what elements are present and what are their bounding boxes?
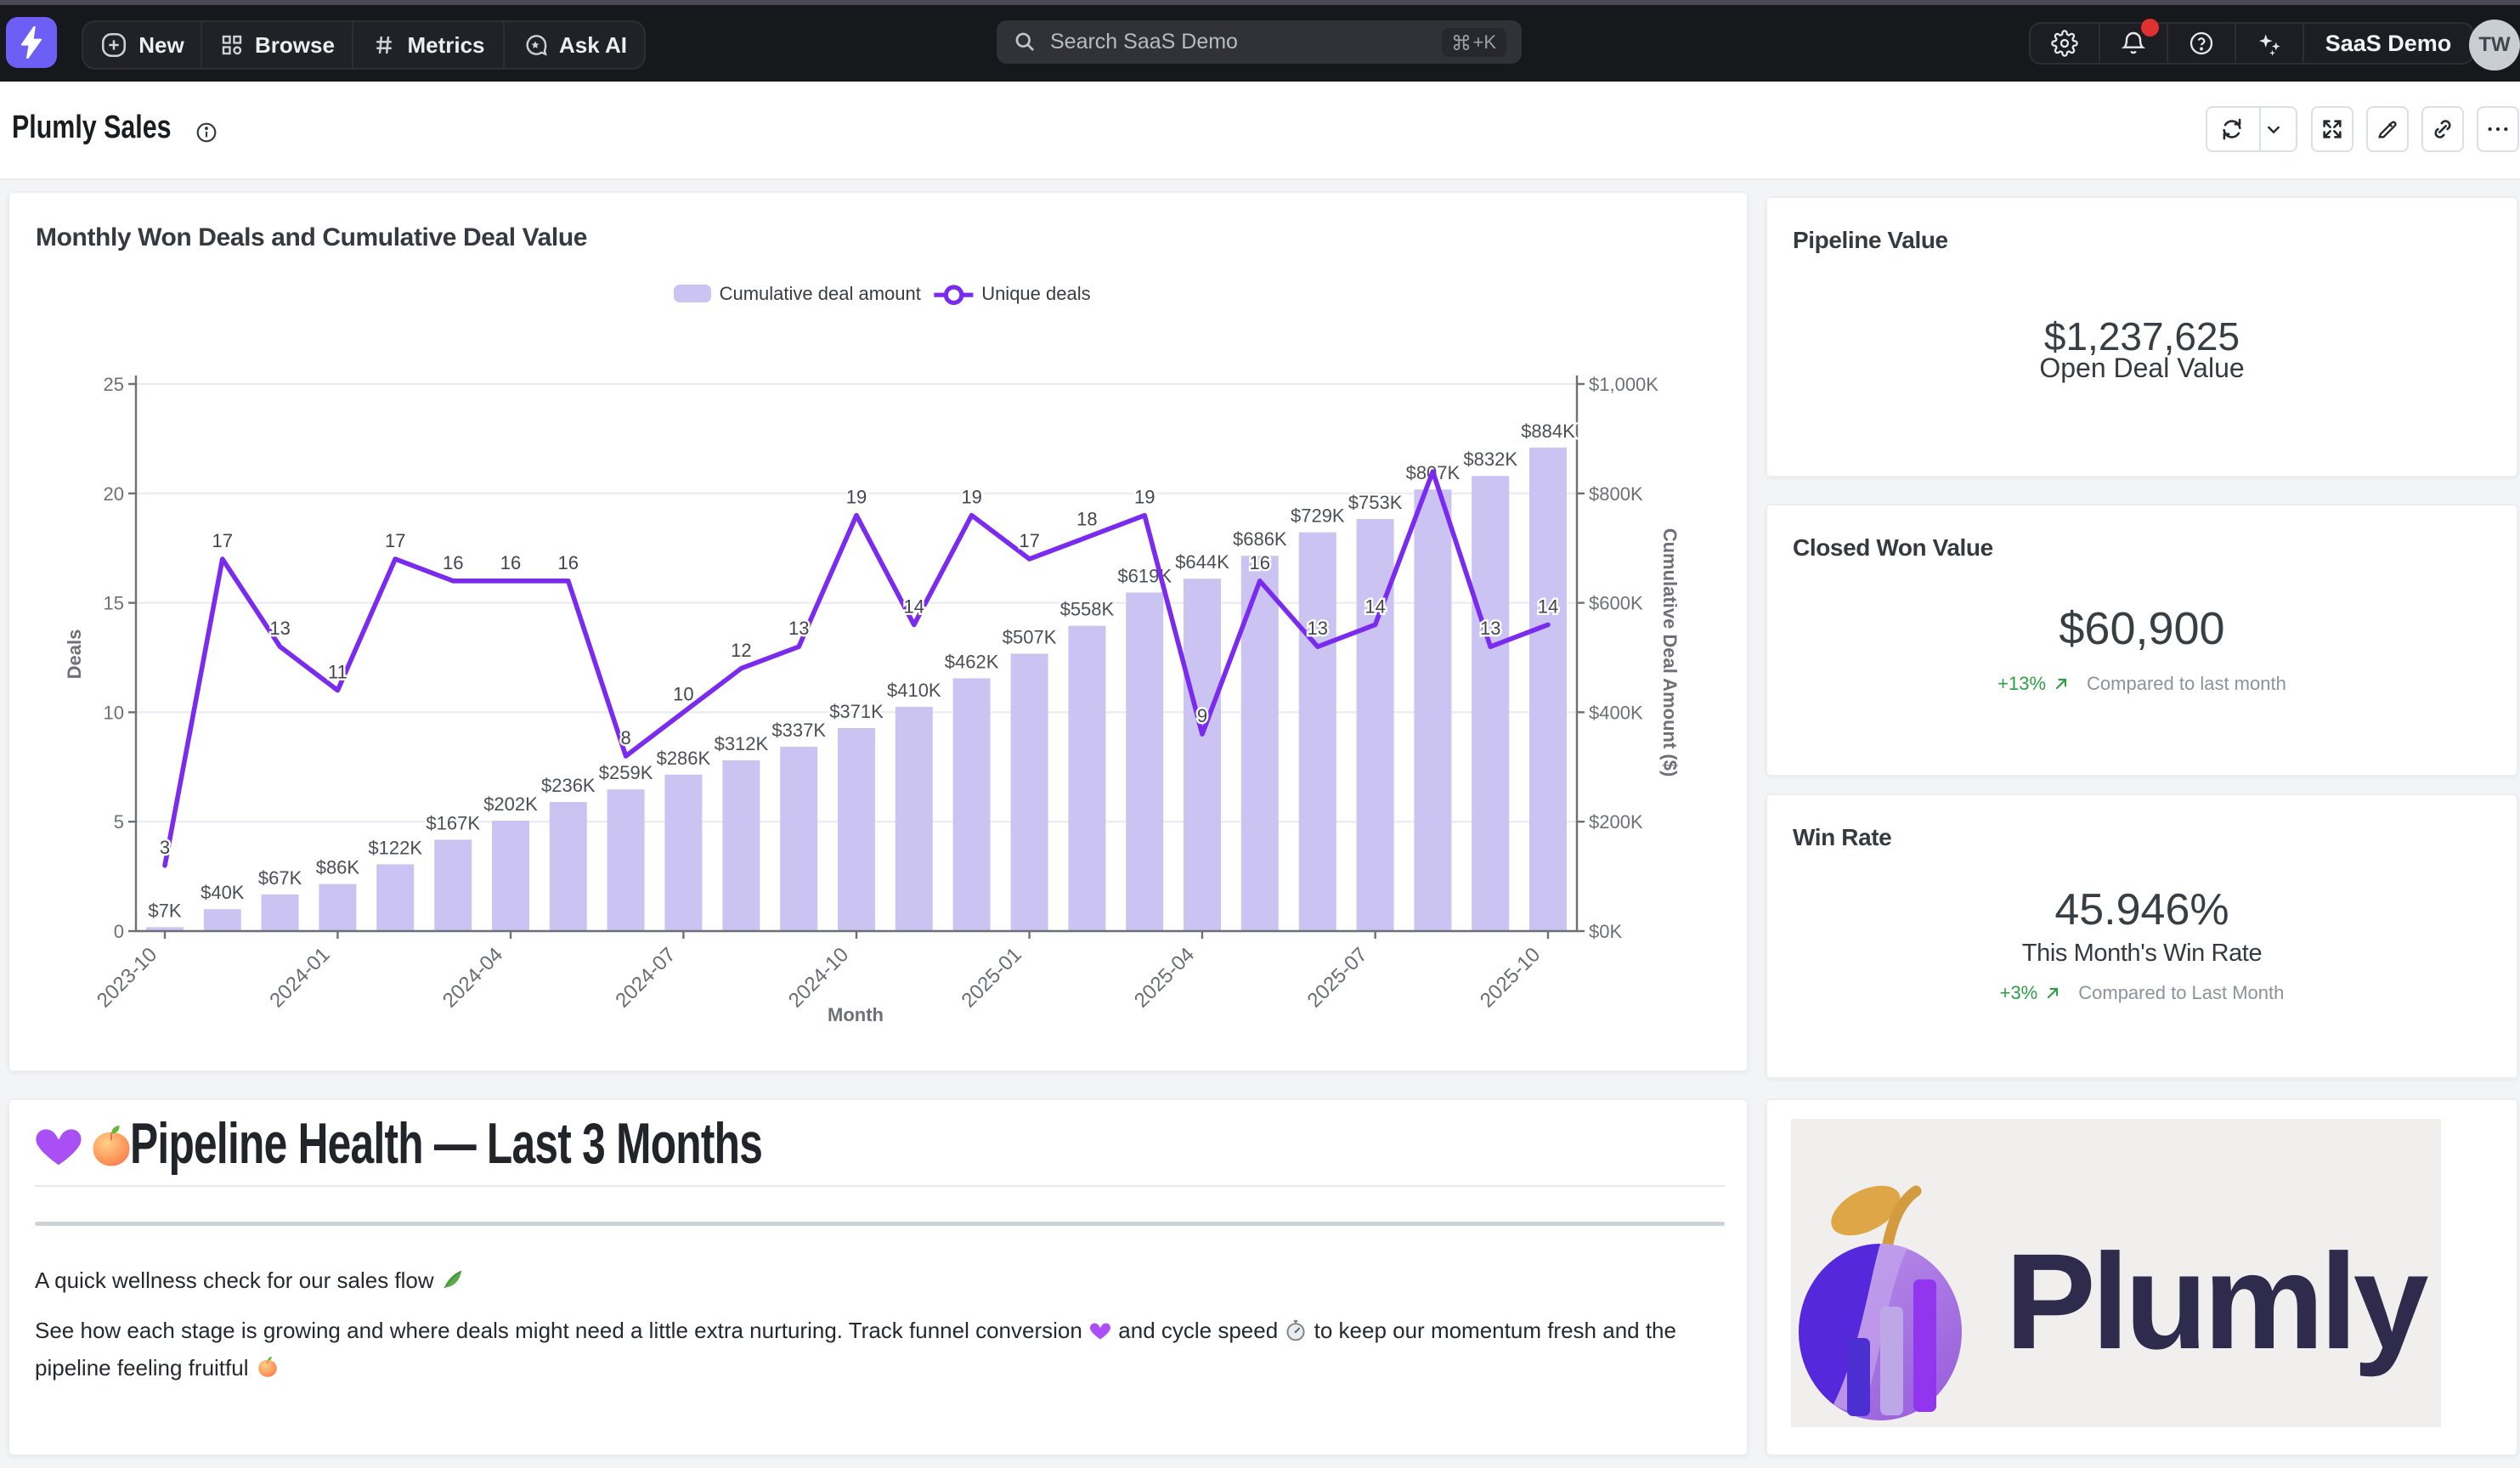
svg-text:8: 8 <box>620 727 630 748</box>
svg-text:$600K: $600K <box>1589 593 1643 614</box>
svg-text:10: 10 <box>104 702 124 723</box>
svg-text:$410K: $410K <box>887 680 941 701</box>
svg-text:Cumulative Deal Amount ($): Cumulative Deal Amount ($) <box>1659 528 1681 777</box>
svg-text:$167K: $167K <box>426 812 480 833</box>
svg-text:19: 19 <box>846 487 867 508</box>
svg-text:$644K: $644K <box>1175 551 1229 573</box>
svg-text:$67K: $67K <box>258 867 302 889</box>
svg-text:5: 5 <box>114 811 124 833</box>
svg-text:16: 16 <box>1250 552 1270 573</box>
svg-text:$884K: $884K <box>1521 421 1575 442</box>
svg-text:19: 19 <box>1134 487 1155 508</box>
svg-text:$40K: $40K <box>201 882 245 903</box>
svg-text:2025-07: 2025-07 <box>1302 943 1371 1012</box>
svg-text:Unique deals: Unique deals <box>981 283 1090 304</box>
svg-text:13: 13 <box>788 618 809 639</box>
svg-text:14: 14 <box>1538 596 1558 617</box>
svg-text:$832K: $832K <box>1463 449 1517 470</box>
svg-text:$1,000K: $1,000K <box>1589 374 1658 395</box>
svg-text:$202K: $202K <box>483 793 538 815</box>
svg-text:17: 17 <box>385 530 405 551</box>
svg-text:11: 11 <box>328 662 347 683</box>
svg-text:$86K: $86K <box>316 857 360 878</box>
svg-text:17: 17 <box>212 530 233 551</box>
svg-text:2024-07: 2024-07 <box>611 943 680 1012</box>
svg-text:19: 19 <box>961 487 981 508</box>
svg-text:Deals: Deals <box>64 630 85 680</box>
svg-text:2024-01: 2024-01 <box>265 943 334 1012</box>
svg-text:$686K: $686K <box>1233 528 1287 550</box>
svg-text:$337K: $337K <box>771 720 826 741</box>
svg-text:$729K: $729K <box>1291 505 1345 527</box>
svg-text:2025-04: 2025-04 <box>1130 943 1199 1012</box>
svg-text:$400K: $400K <box>1589 702 1643 723</box>
svg-text:13: 13 <box>1308 618 1328 639</box>
svg-text:$753K: $753K <box>1348 492 1403 513</box>
svg-text:$122K: $122K <box>368 837 422 858</box>
svg-text:13: 13 <box>1480 618 1500 639</box>
svg-text:$236K: $236K <box>541 775 596 796</box>
svg-text:$462K: $462K <box>945 651 999 672</box>
svg-text:3: 3 <box>160 837 170 858</box>
svg-text:$7K: $7K <box>148 900 181 921</box>
svg-text:Month: Month <box>828 1004 884 1025</box>
svg-text:0: 0 <box>114 921 124 942</box>
svg-text:25: 25 <box>104 374 124 395</box>
svg-text:13: 13 <box>269 618 290 639</box>
svg-text:$0K: $0K <box>1589 921 1622 942</box>
svg-text:15: 15 <box>104 593 124 614</box>
svg-text:$200K: $200K <box>1589 811 1643 833</box>
svg-text:16: 16 <box>443 552 463 573</box>
svg-text:10: 10 <box>673 683 693 704</box>
svg-text:$507K: $507K <box>1003 626 1057 647</box>
svg-text:$371K: $371K <box>829 701 884 722</box>
svg-text:2023-10: 2023-10 <box>93 943 161 1012</box>
svg-text:17: 17 <box>1019 530 1039 551</box>
svg-text:18: 18 <box>1076 508 1097 529</box>
svg-text:16: 16 <box>558 552 579 573</box>
svg-text:$259K: $259K <box>599 762 653 783</box>
svg-text:Plumly: Plumly <box>2005 1225 2429 1377</box>
svg-text:2025-01: 2025-01 <box>957 943 1026 1012</box>
svg-text:$558K: $558K <box>1060 599 1115 620</box>
svg-text:2025-10: 2025-10 <box>1476 943 1545 1012</box>
svg-text:12: 12 <box>731 640 751 661</box>
svg-text:20: 20 <box>104 483 124 505</box>
svg-text:$312K: $312K <box>715 733 769 754</box>
svg-text:$286K: $286K <box>657 748 711 769</box>
svg-text:16: 16 <box>500 552 521 573</box>
svg-text:Cumulative deal amount: Cumulative deal amount <box>720 283 921 304</box>
svg-text:14: 14 <box>904 596 924 617</box>
svg-text:14: 14 <box>1365 596 1385 617</box>
svg-text:2024-04: 2024-04 <box>438 943 507 1012</box>
svg-text:$800K: $800K <box>1589 483 1643 505</box>
svg-text:2024-10: 2024-10 <box>784 943 853 1012</box>
svg-text:9: 9 <box>1197 705 1207 726</box>
